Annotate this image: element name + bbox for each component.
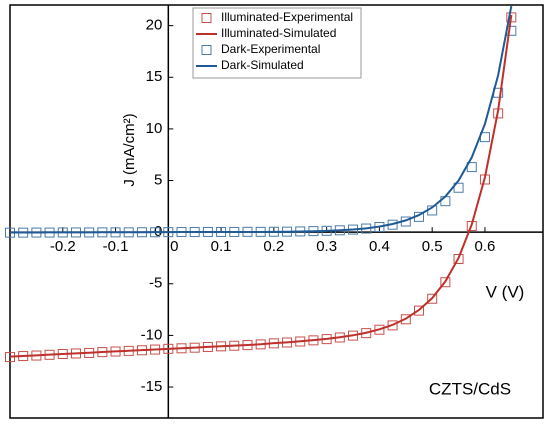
x-tick-label: 0.2: [263, 238, 284, 255]
y-tick-label: 15: [146, 68, 163, 85]
x-tick-label: 0.3: [316, 238, 337, 255]
x-tick-label: 0.6: [475, 238, 496, 255]
x-tick-label: 0: [170, 238, 178, 255]
marker: [400, 314, 411, 325]
legend-marker: [201, 13, 212, 23]
annotation: CZTS/CdS: [429, 379, 511, 398]
line: [10, 5, 513, 234]
marker: [440, 277, 451, 288]
legend-label: Dark-Experimental: [221, 42, 320, 56]
x-tick-label: 0.4: [369, 238, 390, 255]
y-tick-label: 20: [146, 17, 163, 34]
x-axis-label: V (V): [486, 282, 525, 301]
y-tick-label: -15: [141, 378, 163, 395]
y-tick-label: 5: [154, 171, 162, 188]
legend-label: Illuminated-Simulated: [221, 26, 336, 40]
marker: [453, 182, 464, 193]
y-axis-label: J (mA/cm²): [121, 113, 138, 186]
legend-box: [192, 7, 362, 79]
legend-label: Dark-Simulated: [221, 58, 304, 72]
marker: [427, 293, 438, 304]
legend-marker: [201, 45, 212, 55]
y-tick-label: -10: [141, 326, 163, 343]
legend-label: Illuminated-Experimental: [221, 10, 353, 24]
x-tick-label: -0.1: [103, 238, 129, 255]
y-tick-label: 10: [146, 120, 163, 137]
marker: [413, 305, 424, 316]
x-tick-label: 0.1: [211, 238, 232, 255]
marker: [453, 253, 464, 264]
x-tick-label: -0.2: [50, 238, 76, 255]
x-tick-label: 0.5: [422, 238, 443, 255]
y-tick-label: -5: [149, 275, 162, 292]
line: [9, 14, 513, 358]
